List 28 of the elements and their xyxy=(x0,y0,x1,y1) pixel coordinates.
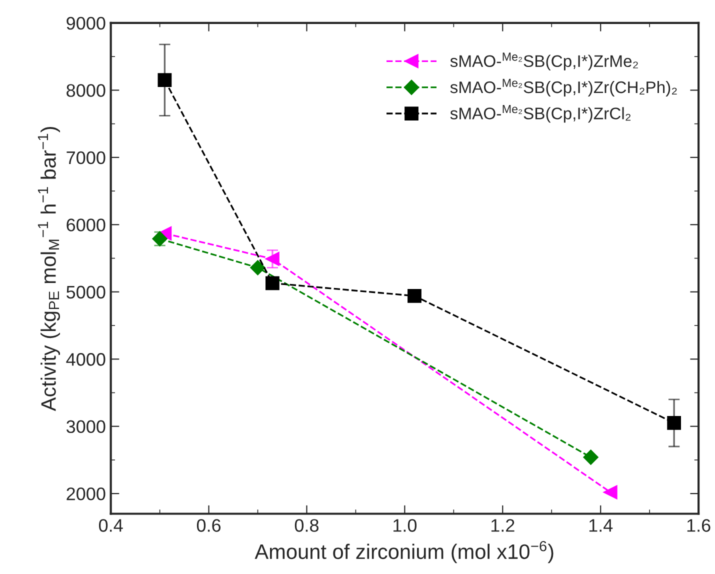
text: Activity (kg$_{PE}$ mol$_{M}$$^{−1}$ h$^{−1}$ bar$^{−1}$) xyxy=(38,126,60,412)
point xyxy=(266,276,280,290)
legend-label: sMAO-$^{Me₂}$SB(Cp,I*)ZrCl₂ xyxy=(450,105,631,123)
x-tick-label: 0.6 xyxy=(196,519,221,532)
x-tick-label: 0.4 xyxy=(98,519,123,532)
y-tick-label: 7000 xyxy=(66,151,106,164)
point xyxy=(266,252,280,266)
y-tick-label: 4000 xyxy=(66,353,106,366)
y-tick-label: 2000 xyxy=(66,487,106,500)
point xyxy=(250,260,266,276)
x-tick-label: 0.8 xyxy=(294,519,318,532)
y-tick-label: 8000 xyxy=(66,84,106,97)
y-tick-label: 3000 xyxy=(66,420,106,434)
x-tick-label: 1.4 xyxy=(589,519,613,532)
legend-label: sMAO-$^{Me₂}$SB(Cp,I*)Zr(CH₂Ph)₂ xyxy=(450,78,677,96)
point xyxy=(667,416,682,430)
legend-label: sMAO-$^{Me₂}$SB(Cp,I*)ZrMe₂ xyxy=(450,52,638,70)
point xyxy=(583,450,598,465)
point xyxy=(158,73,172,88)
y-tick-label: 6000 xyxy=(66,218,106,232)
point xyxy=(408,288,422,303)
x-axis-title: Amount of zirconium (mol x10$^{−6}$) xyxy=(254,540,554,564)
x-tick-label: 1.0 xyxy=(394,519,417,532)
y-tick-label: 5000 xyxy=(66,286,106,299)
x-tick-label: 1.6 xyxy=(687,519,710,532)
point xyxy=(603,485,618,500)
y-tick-label: 9000 xyxy=(66,16,106,30)
x-tick-label: 1.2 xyxy=(491,519,514,532)
